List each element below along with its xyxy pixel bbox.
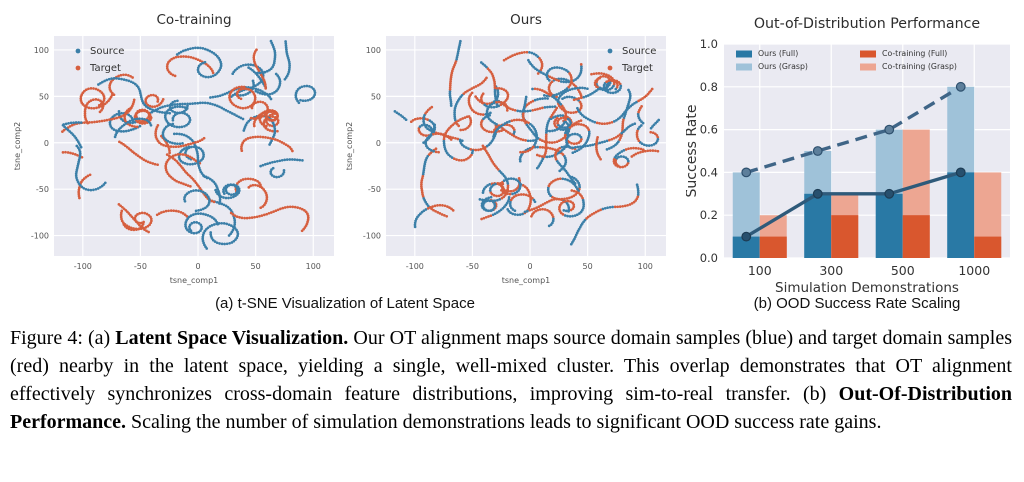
- svg-text:-100: -100: [406, 262, 424, 271]
- trend-marker: [812, 146, 823, 156]
- svg-text:-50: -50: [134, 262, 147, 271]
- svg-text:100: 100: [366, 46, 381, 55]
- svg-text:100: 100: [638, 262, 653, 271]
- svg-text:0.8: 0.8: [700, 80, 718, 94]
- bar: [875, 193, 903, 258]
- trend-marker: [741, 167, 752, 178]
- svg-text:50: 50: [251, 262, 261, 271]
- plot-area: [386, 36, 666, 256]
- legend: Ours (Full) Ours (Grasp) Co-training (Full…: [736, 49, 957, 71]
- trend-line-solid: [745, 170, 962, 239]
- legend-label: Target: [621, 63, 653, 74]
- svg-text:50: 50: [39, 92, 49, 101]
- svg-text:1.0: 1.0: [700, 37, 718, 51]
- svg-text:300: 300: [819, 263, 843, 278]
- svg-text:0.2: 0.2: [700, 208, 718, 222]
- ood-performance-chart: Out-of-Distribution Performance 0.0 0.2 0.4…: [686, 16, 1010, 296]
- chart-title: Ours: [510, 12, 542, 28]
- trend-marker: [812, 188, 823, 199]
- svg-text:100: 100: [748, 263, 772, 278]
- svg-text:-50: -50: [368, 185, 381, 194]
- legend-label: Source: [90, 46, 124, 57]
- trend-line-dashed: [745, 85, 962, 175]
- svg-text:0: 0: [527, 262, 532, 271]
- svg-text:-100: -100: [31, 232, 49, 241]
- bar: [947, 172, 975, 258]
- legend-label: Target: [89, 63, 121, 74]
- legend: Source Target: [75, 46, 124, 74]
- trend-marker: [884, 124, 895, 135]
- bar: [759, 236, 787, 258]
- caption-segment: Our OT alignment maps source domain samp…: [10, 327, 1013, 405]
- svg-text:50: 50: [583, 262, 593, 271]
- squiggle-points: [393, 39, 661, 246]
- svg-text:-100: -100: [74, 262, 92, 271]
- svg-text:100: 100: [306, 262, 321, 271]
- svg-text:100: 100: [34, 46, 49, 55]
- legend-label: Ours (Grasp): [758, 62, 808, 71]
- squiggle-points: [61, 39, 317, 250]
- tsne-cotraining-chart: Co-training -100 -50 0 50 100 -100 -50 0 50 100 tsn…: [13, 12, 334, 285]
- legend-swatch: [736, 63, 752, 71]
- legend-label: Source: [622, 46, 656, 57]
- svg-text:0.4: 0.4: [700, 165, 718, 179]
- y-axis-label: tsne_comp2: [345, 122, 354, 171]
- svg-text:-100: -100: [363, 232, 381, 241]
- trend-marker: [884, 188, 895, 199]
- bar: [831, 215, 859, 258]
- legend-swatch: [736, 50, 752, 58]
- chart-title: Co-training: [156, 12, 231, 28]
- caption-segment: Figure 4: (a): [10, 327, 116, 349]
- y-axis-label: tsne_comp2: [13, 122, 22, 171]
- legend-label: Ours (Full): [758, 49, 798, 58]
- x-axis-label: Simulation Demonstrations: [775, 280, 959, 296]
- trend-marker: [955, 167, 966, 178]
- x-axis-label: tsne_comp1: [502, 276, 551, 285]
- svg-text:0: 0: [195, 262, 200, 271]
- svg-text:0: 0: [44, 139, 49, 148]
- figure-caption: Figure 4: (a) Latent Space Visualization…: [10, 324, 1012, 436]
- legend-marker: [75, 48, 81, 54]
- legend-swatch: [860, 50, 876, 58]
- svg-text:0: 0: [376, 139, 381, 148]
- bar: [902, 215, 930, 258]
- x-axis-label: tsne_comp1: [170, 276, 219, 285]
- svg-text:0.6: 0.6: [700, 123, 718, 137]
- subcaption-b: (b) OOD Success Rate Scaling: [753, 295, 961, 312]
- bars: [732, 86, 1002, 258]
- svg-text:-50: -50: [466, 262, 479, 271]
- caption-segment: Scaling the number of simulation demonst…: [126, 411, 882, 433]
- legend-marker: [607, 65, 613, 71]
- svg-text:50: 50: [371, 92, 381, 101]
- trend-marker: [955, 81, 966, 92]
- legend-label: Co-training (Full): [882, 49, 947, 58]
- legend-label: Co-training (Grasp): [882, 62, 957, 71]
- bar: [804, 193, 832, 258]
- caption-bold-segment: Latent Space Visualization.: [115, 327, 349, 349]
- subcaption-a: (a) t-SNE Visualization of Latent Space: [215, 295, 475, 312]
- svg-text:0.0: 0.0: [700, 251, 718, 265]
- legend-marker: [607, 48, 613, 54]
- caption-bold-segment: Out-Of-Distribution Performance.: [10, 383, 1012, 433]
- trend-marker: [741, 231, 752, 242]
- grid: [386, 36, 666, 256]
- legend-swatch: [860, 63, 876, 71]
- svg-text:500: 500: [891, 263, 915, 278]
- svg-text:-50: -50: [36, 185, 49, 194]
- chart-title: Out-of-Distribution Performance: [754, 16, 980, 32]
- svg-text:1000: 1000: [958, 263, 990, 278]
- bar: [974, 236, 1002, 258]
- bar: [732, 236, 760, 258]
- y-axis-label: Success Rate: [686, 105, 700, 198]
- legend: Source Target: [607, 46, 656, 74]
- legend-marker: [75, 65, 81, 71]
- tsne-ours-chart: Ours -100 -50 0 50 100 -100 -50 0 50 100 tsne_comp1…: [345, 12, 666, 285]
